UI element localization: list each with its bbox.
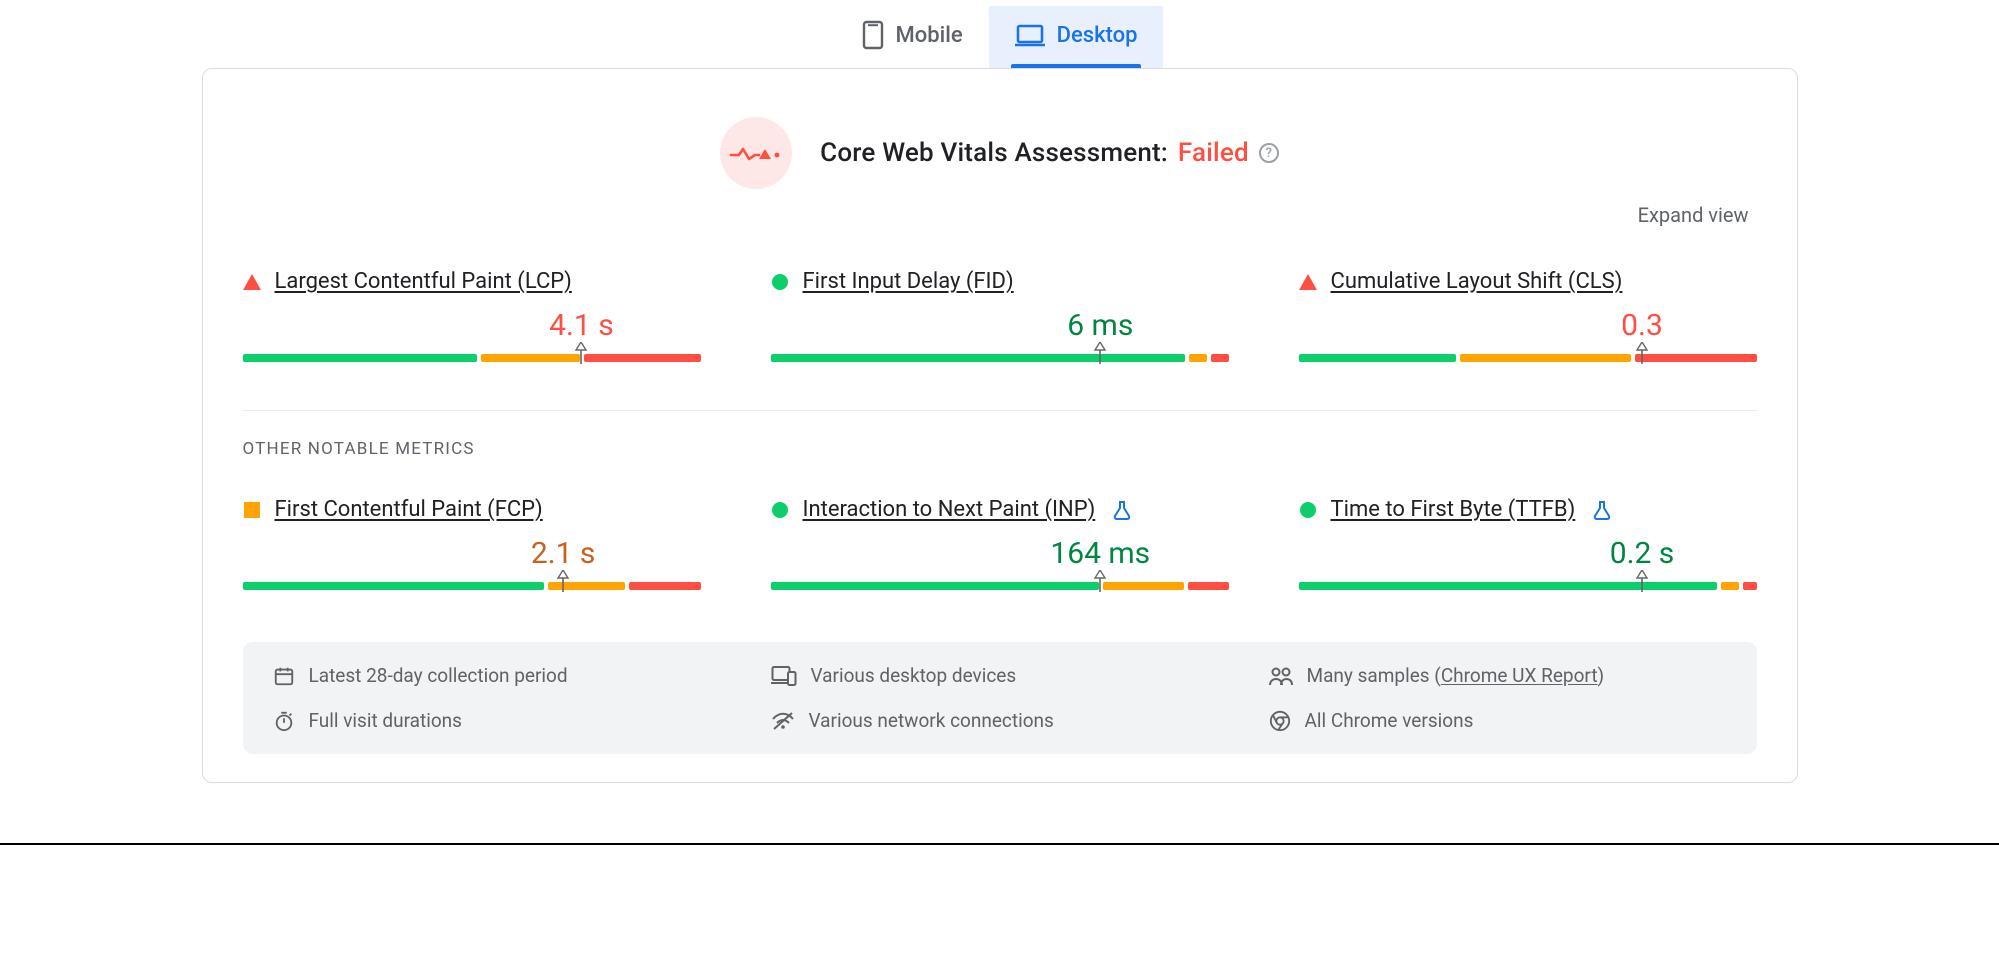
assessment-prefix: Core Web Vitals Assessment: [820,138,1168,168]
good-icon [771,501,789,519]
metric-fid-bar [771,354,1229,362]
tab-mobile[interactable]: Mobile [836,6,989,68]
tab-desktop-label: Desktop [1057,23,1138,48]
footer-devices: Various desktop devices [771,664,1229,687]
metric-ttfb-name[interactable]: Time to First Byte (TTFB) [1331,497,1576,522]
tab-mobile-label: Mobile [896,23,963,48]
metric-cls: Cumulative Layout Shift (CLS) 0.3 [1299,269,1757,362]
section-divider [243,410,1757,411]
tab-desktop[interactable]: Desktop [989,6,1164,68]
metric-inp: Interaction to Next Paint (INP) 164 ms [771,497,1229,590]
help-icon[interactable]: ? [1259,143,1279,163]
footer-duration-text: Full visit durations [309,709,462,732]
metric-ttfb-bar [1299,582,1757,590]
vitals-card: Core Web Vitals Assessment: Failed ? Exp… [202,68,1798,783]
footer-samples: Many samples (Chrome UX Report) [1269,664,1727,687]
metric-fcp-name[interactable]: First Contentful Paint (FCP) [275,497,543,522]
assessment-status: Failed [1178,138,1249,168]
metric-fcp: First Contentful Paint (FCP) 2.1 s [243,497,701,590]
footer-network: Various network connections [771,709,1229,732]
footer-period: Latest 28-day collection period [273,664,731,687]
metric-inp-value: 164 ms [1050,536,1150,571]
footer-duration: Full visit durations [273,709,731,732]
other-metrics-label: Other Notable Metrics [243,439,1757,459]
metric-cls-name[interactable]: Cumulative Layout Shift (CLS) [1331,269,1623,294]
other-metrics-grid: First Contentful Paint (FCP) 2.1 s Interac… [243,497,1757,590]
poor-icon [243,273,261,291]
metric-ttfb-value: 0.2 s [1610,536,1675,571]
mobile-icon [862,20,884,50]
metric-lcp: Largest Contentful Paint (LCP) 4.1 s [243,269,701,362]
metric-lcp-name[interactable]: Largest Contentful Paint (LCP) [275,269,572,294]
metric-inp-name[interactable]: Interaction to Next Paint (INP) [803,497,1096,522]
chrome-ux-report-link[interactable]: Chrome UX Report [1441,664,1598,687]
assessment-badge-icon [720,117,792,189]
device-tabs: Mobile Desktop [202,6,1798,68]
assessment-header: Core Web Vitals Assessment: Failed ? [243,117,1757,189]
core-metrics-grid: Largest Contentful Paint (LCP) 4.1 s First… [243,269,1757,362]
metric-fid-name[interactable]: First Input Delay (FID) [803,269,1014,294]
metric-fcp-bar [243,582,701,590]
metric-ttfb: Time to First Byte (TTFB) 0.2 s [1299,497,1757,590]
footer-chrome: All Chrome versions [1269,709,1727,732]
experimental-icon [1593,500,1611,520]
data-source-footer: Latest 28-day collection period Various … [243,642,1757,754]
poor-icon [1299,273,1317,291]
footer-network-text: Various network connections [809,709,1054,732]
expand-view-button[interactable]: Expand view [1638,203,1749,227]
desktop-icon [1015,23,1045,47]
footer-samples-text: Many samples (Chrome UX Report) [1307,664,1605,687]
average-icon [243,501,261,519]
metric-inp-bar [771,582,1229,590]
good-icon [1299,501,1317,519]
metric-cls-value: 0.3 [1621,308,1663,343]
metric-lcp-bar [243,354,701,362]
footer-devices-text: Various desktop devices [811,664,1017,687]
metric-fid-value: 6 ms [1067,308,1133,343]
metric-fcp-value: 2.1 s [531,536,596,571]
bottom-rule [0,843,1999,845]
metric-lcp-value: 4.1 s [549,308,614,343]
experimental-icon [1113,500,1131,520]
metric-fid: First Input Delay (FID) 6 ms [771,269,1229,362]
footer-period-text: Latest 28-day collection period [309,664,568,687]
footer-chrome-text: All Chrome versions [1305,709,1474,732]
good-icon [771,273,789,291]
metric-cls-bar [1299,354,1757,362]
